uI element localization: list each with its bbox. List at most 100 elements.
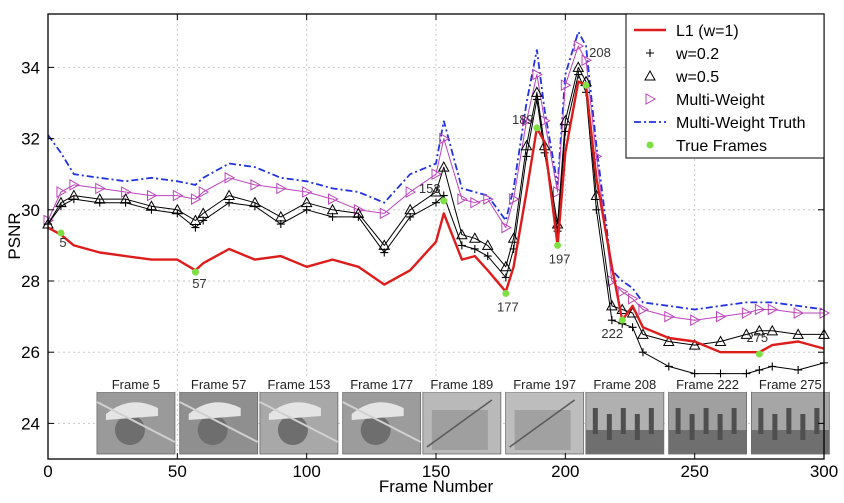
y-tick-label: 24 (21, 414, 40, 433)
thumbnail-frame: Frame 153 (259, 376, 339, 455)
plus-marker (276, 220, 285, 229)
x-tick-label: 300 (810, 462, 838, 481)
true-frame-label: 189 (512, 112, 534, 127)
legend-entry: L1 (w=1) (634, 23, 739, 40)
thumbnail-label: Frame 57 (191, 377, 247, 392)
triangle-right-marker (172, 189, 184, 202)
y-tick-label: 30 (21, 201, 40, 220)
thumbnail-frame: Frame 5 (96, 376, 176, 455)
legend-label: Multi-Weight Truth (676, 115, 806, 132)
thumbnail-tree (786, 408, 792, 434)
triangle-up-marker (637, 328, 649, 339)
triangle-up-marker (437, 161, 450, 172)
legend-box (625, 13, 825, 159)
triangle-up-marker (644, 69, 656, 81)
thumbnail-frame: Frame 222 (668, 376, 747, 455)
triangle-up-marker (481, 239, 494, 250)
triangle-right-marker (645, 93, 657, 105)
true-frame-point (533, 124, 541, 132)
legend-label: True Frames (676, 138, 767, 155)
x-axis-label: Frame Number (379, 477, 494, 496)
true-frame-point (554, 241, 562, 249)
plus-marker (199, 216, 208, 225)
legend-entry: Multi-Weight Truth (634, 115, 806, 132)
plus-marker (664, 362, 673, 371)
thumbnail-helmet (351, 402, 404, 420)
thumbnail-label-bg (751, 376, 830, 392)
thumbnail-label-bg (422, 376, 501, 392)
triangle-right-marker (617, 285, 629, 298)
plus-marker (501, 273, 510, 282)
triangle-up-marker (714, 335, 727, 347)
thumbnail-tree (620, 408, 626, 434)
thumbnail-label-bg (179, 376, 258, 392)
series-line (47, 66, 824, 346)
triangle-right-marker (793, 307, 805, 319)
plus-marker (690, 369, 699, 378)
plus-marker (638, 348, 647, 357)
y-axis-label: PSNR (5, 212, 24, 259)
triangle-up-marker (456, 228, 468, 240)
triangle-right-marker (328, 193, 339, 205)
plus-marker (592, 205, 601, 214)
triangle-right-marker (190, 193, 202, 205)
triangle-right-marker (56, 186, 67, 198)
plus-marker (532, 95, 541, 104)
plus-marker (574, 70, 583, 79)
plus-marker (302, 205, 311, 214)
thumbnail-helmet (268, 402, 321, 420)
triangle-right-marker (483, 193, 494, 205)
triangle-right-marker (379, 207, 391, 220)
y-tick-label: 26 (21, 343, 40, 362)
thumbnail-label-bg (668, 376, 747, 392)
triangle-right-marker (276, 182, 287, 195)
triangle-right-marker (431, 168, 443, 181)
thumbnail-helmet (188, 402, 241, 420)
plus-marker (483, 252, 492, 261)
thumbnail-helmet (105, 402, 158, 420)
triangle-up-marker (468, 232, 481, 243)
triangle-right-marker (532, 68, 543, 81)
thumbnail-tree (731, 408, 737, 434)
plus-marker (380, 248, 389, 257)
true-frame-point (502, 289, 510, 297)
thumbnail-tree (800, 414, 806, 440)
thumbnail-frame: Frame 275 (750, 376, 830, 455)
triangle-up-marker (740, 328, 753, 339)
plus-marker (250, 202, 259, 211)
thumbnail-structure (514, 410, 571, 450)
triangle-right-marker (553, 186, 564, 198)
triangle-right-marker (250, 179, 261, 191)
x-tick-label: 150 (422, 462, 450, 481)
y-tick-label: 28 (21, 272, 40, 291)
thumbnail-label: Frame 275 (759, 377, 822, 392)
legend-label: Multi-Weight (676, 92, 765, 109)
plus-marker (95, 198, 104, 207)
thumbnail-tree (703, 408, 709, 434)
thumbnail-label-bg (96, 376, 175, 392)
thumbnail-beam (259, 401, 339, 443)
triangle-right-marker (302, 186, 313, 198)
triangle-right-marker (457, 193, 468, 205)
triangle-right-marker (405, 186, 417, 198)
plus-marker (716, 369, 725, 378)
triangle-up-marker (499, 260, 512, 272)
plus-marker (173, 209, 182, 218)
y-tick-label: 34 (21, 58, 40, 77)
thumbnail-frame: Frame 208 (585, 376, 665, 455)
true-frame-point (755, 350, 763, 358)
thumbnail-label: Frame 197 (513, 377, 576, 392)
plus-marker (628, 323, 637, 332)
thumbnail-beam (96, 401, 176, 443)
triangle-right-marker (716, 310, 727, 323)
thumbnail-strip: Frame 5 Frame 57 Frame 153 Frame 177 Frame 1… (96, 376, 830, 455)
thumbnail-structure (431, 410, 488, 450)
true-frame-point (618, 316, 626, 324)
plus-marker (794, 366, 803, 374)
true-frame-label: 208 (589, 45, 611, 60)
thumbnail-label: Frame 222 (676, 377, 739, 392)
thumbnail-frame: Frame 197 (505, 376, 585, 455)
x-tick-label: 250 (680, 462, 708, 481)
series-multi-weight-truth (47, 29, 825, 311)
